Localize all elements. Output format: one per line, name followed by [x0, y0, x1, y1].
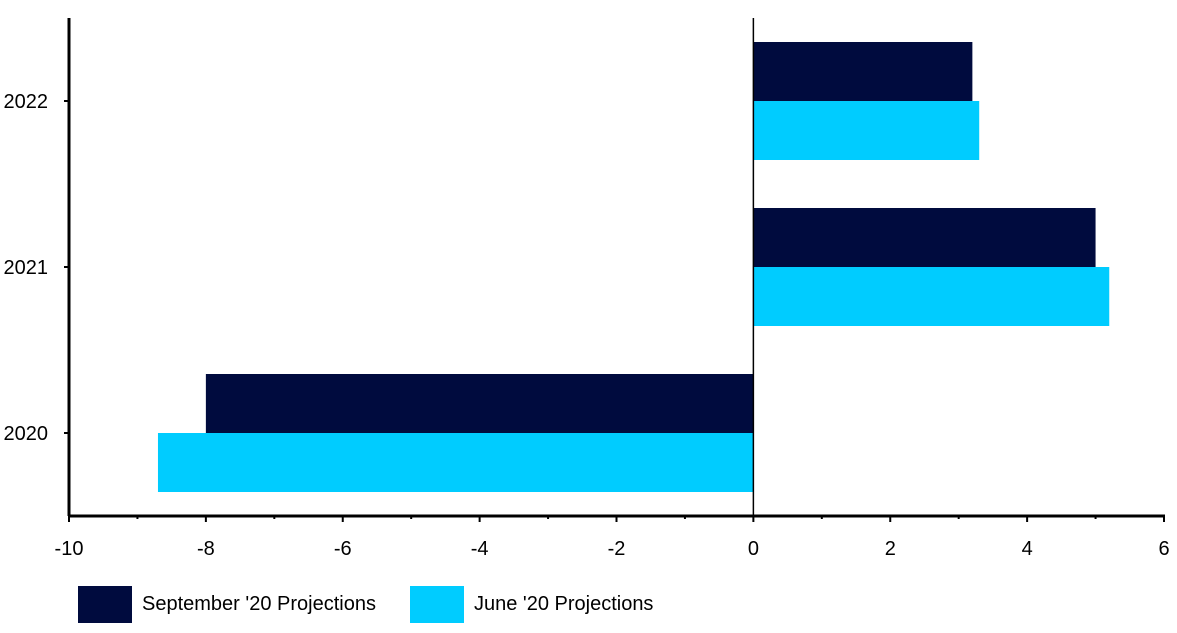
axes-group [64, 18, 1165, 522]
legend-swatch-june [409, 586, 464, 623]
legend-item-june: June '20 Projections [409, 586, 654, 623]
legend-swatch-september [78, 586, 132, 623]
legend-item-september: September '20 Projections [78, 586, 376, 623]
x-tick-label: 4 [1022, 538, 1033, 560]
bar-2022-june [753, 101, 980, 160]
bar-2020-september [205, 374, 754, 433]
y-category-label-2022: 2022 [4, 91, 49, 113]
x-ticks-group: -10 -8 -6 -4 -2 0 2 4 6 [55, 538, 1170, 560]
x-tick-label: -8 [197, 538, 215, 560]
x-tick-label: 6 [1158, 538, 1169, 560]
legend-label-september: September '20 Projections [142, 593, 376, 615]
bar-2022-september [753, 42, 973, 101]
x-tick-label: -6 [334, 538, 352, 560]
bars-group [157, 42, 1110, 492]
y-category-label-2020: 2020 [4, 423, 49, 445]
x-tick-label: -4 [471, 538, 489, 560]
x-tick-label: -2 [608, 538, 626, 560]
legend: September '20 Projections June '20 Proje… [78, 586, 687, 623]
x-tick-label: -10 [55, 538, 84, 560]
y-categories-group: 2020 2021 2022 [4, 91, 49, 445]
bar-2021-june [753, 267, 1110, 326]
bar-2021-september [753, 208, 1096, 267]
bar-2020-june [157, 433, 754, 492]
x-tick-label: 2 [885, 538, 896, 560]
x-tick-label: 0 [748, 538, 759, 560]
legend-label-june: June '20 Projections [473, 593, 654, 615]
y-category-label-2021: 2021 [4, 257, 49, 279]
